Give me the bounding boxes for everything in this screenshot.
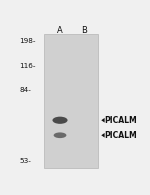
Text: 198-: 198- xyxy=(19,38,36,44)
Text: PICALM: PICALM xyxy=(104,131,137,140)
Text: 84-: 84- xyxy=(19,87,31,93)
Polygon shape xyxy=(101,118,105,123)
Text: 53-: 53- xyxy=(19,158,31,164)
Polygon shape xyxy=(101,133,105,138)
Text: 116-: 116- xyxy=(19,63,36,69)
Text: B: B xyxy=(81,26,87,35)
Ellipse shape xyxy=(52,117,68,124)
Text: PICALM: PICALM xyxy=(104,116,137,125)
Text: A: A xyxy=(57,26,63,35)
Bar xyxy=(44,34,98,168)
Ellipse shape xyxy=(54,132,66,138)
